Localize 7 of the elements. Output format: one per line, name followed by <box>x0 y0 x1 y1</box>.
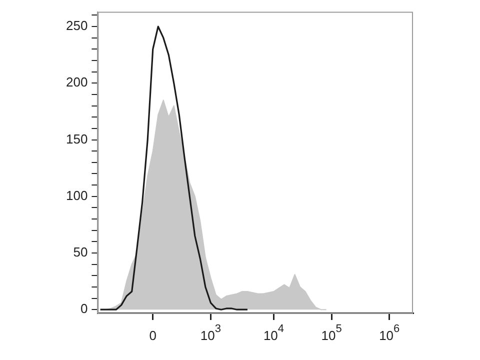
y-tick-label: 0 <box>80 301 88 316</box>
y-tick-label: 100 <box>66 188 88 203</box>
y-tick-label: 50 <box>73 244 88 260</box>
y-tick-label: 250 <box>66 18 88 34</box>
y-tick-label: 200 <box>66 74 88 90</box>
x-tick-label: 0 <box>149 328 156 343</box>
y-tick-label: 150 <box>66 131 88 146</box>
